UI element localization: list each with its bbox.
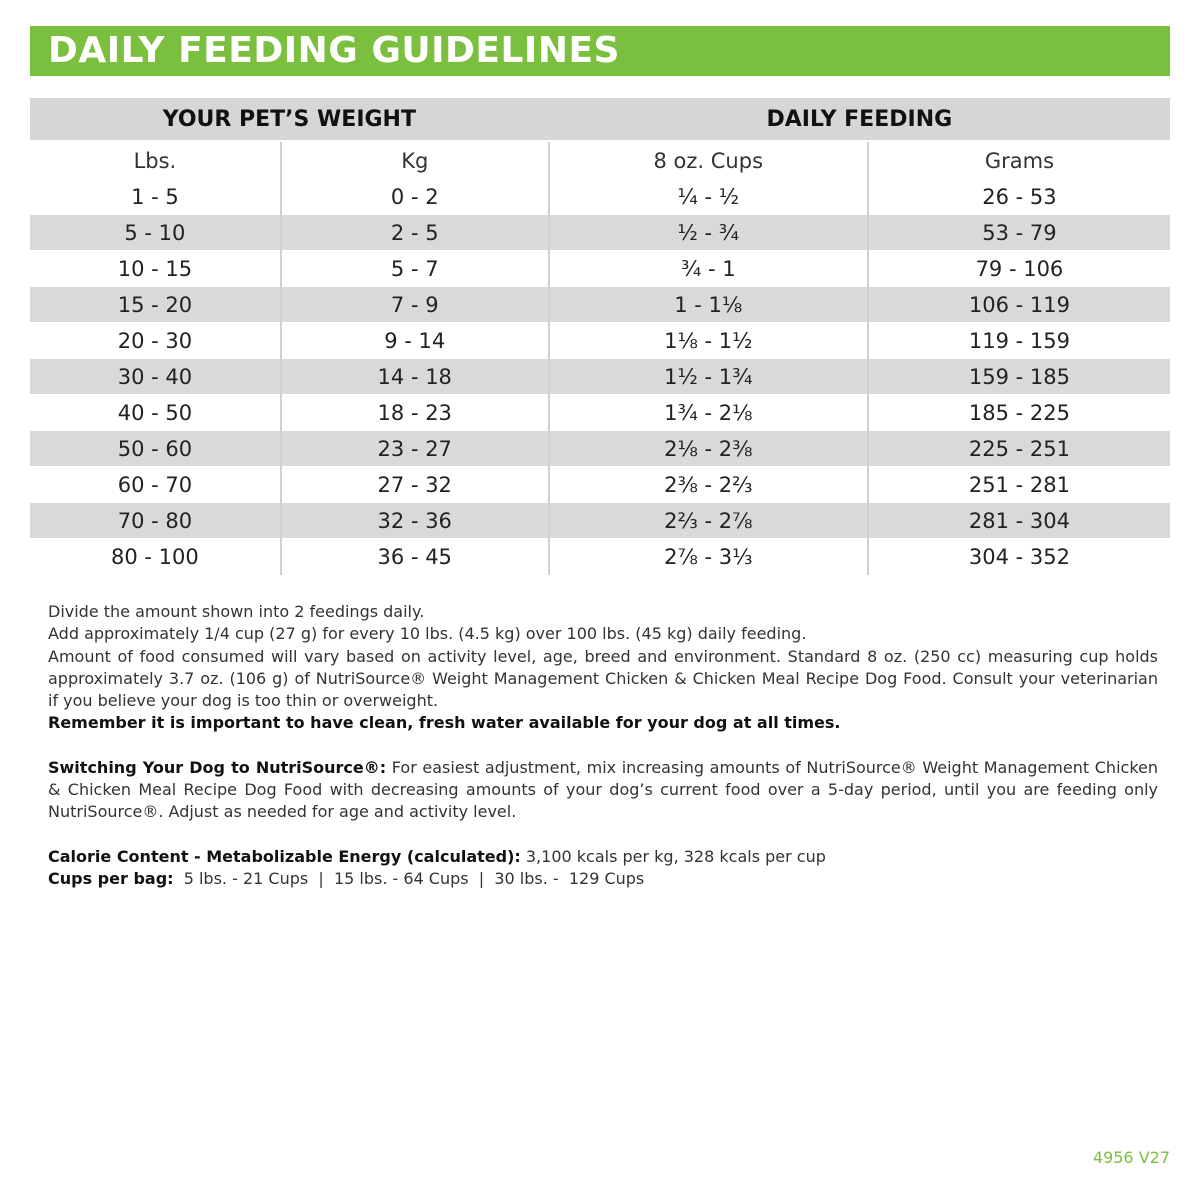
grams-cell: 304 - 352	[866, 538, 1170, 575]
lbs-cell: 60 - 70	[30, 466, 281, 503]
switching-text: For easiest adjustment, mix increasing a…	[48, 757, 1158, 822]
lbs-cell: 10 - 15	[30, 250, 281, 287]
grams-cell: 79 - 106	[866, 250, 1170, 287]
table-row: 80 - 100 36 - 45 2⅞ - 3⅓ 304 - 352	[30, 538, 1170, 575]
feeding-table: YOUR PET’S WEIGHT DAILY FEEDING Lbs. Kg …	[30, 98, 1170, 575]
cups-cell: 1 - 1⅛	[547, 286, 868, 323]
note-cups: Cups per bag: 5 lbs. - 21 Cups | 15 lbs.…	[48, 868, 1158, 890]
cups-cell: ¼ - ½	[547, 179, 868, 215]
kg-cell: 14 - 18	[279, 358, 549, 395]
column-header-lbs: Lbs.	[133, 148, 177, 173]
table-row: 60 - 70 27 - 32 2⅜ - 2⅔ 251 - 281	[30, 466, 1170, 503]
note-amount: Amount of food consumed will vary based …	[48, 646, 1158, 711]
grams-cell: 26 - 53	[866, 179, 1170, 215]
note-divide: Divide the amount shown into 2 feedings …	[48, 602, 425, 621]
note-switching: Switching Your Dog to NutriSource®: For …	[48, 757, 1158, 824]
table-row: 30 - 40 14 - 18 1½ - 1¾ 159 - 185	[30, 358, 1170, 395]
grams-cell: 119 - 159	[866, 322, 1170, 359]
lbs-cell: 5 - 10	[30, 214, 281, 251]
kg-cell: 18 - 23	[279, 394, 549, 431]
table-row: 70 - 80 32 - 36 2⅔ - 2⅞ 281 - 304	[30, 502, 1170, 539]
notes: Divide the amount shown into 2 feedings …	[48, 601, 1158, 890]
cups-cell: 1½ - 1¾	[547, 358, 868, 395]
product-code: 4956 V27	[1092, 1148, 1170, 1167]
lbs-cell: 15 - 20	[30, 286, 281, 323]
column-header-row: Lbs. Kg 8 oz. Cups Grams	[30, 141, 1170, 179]
kg-cell: 0 - 2	[279, 179, 549, 215]
kg-cell: 2 - 5	[279, 214, 549, 251]
cups-cell: 2⅜ - 2⅔	[547, 466, 868, 503]
column-header-kg: Kg	[279, 141, 549, 179]
kg-cell: 32 - 36	[279, 502, 549, 539]
calorie-text: 3,100 kcals per kg, 328 kcals per cup	[520, 846, 826, 866]
group-header-feeding: DAILY FEEDING	[548, 98, 1170, 142]
table-row: 20 - 30 9 - 14 1⅛ - 1½ 119 - 159	[30, 322, 1170, 359]
note-water: Remember it is important to have clean, …	[48, 713, 841, 733]
grams-cell: 281 - 304	[866, 502, 1170, 539]
grams-cell: 53 - 79	[866, 214, 1170, 251]
kg-cell: 5 - 7	[279, 250, 549, 287]
calorie-label: Calorie Content - Metabolizable Energy (…	[48, 846, 521, 866]
lbs-cell: 40 - 50	[30, 394, 281, 431]
switching-label: Switching Your Dog to NutriSource®:	[48, 757, 387, 777]
lbs-cell: 50 - 60	[30, 430, 281, 467]
group-header-weight: YOUR PET’S WEIGHT	[30, 98, 549, 142]
cups-cell: 2⅔ - 2⅞	[547, 502, 868, 539]
lbs-cell: 30 - 40	[30, 358, 281, 395]
kg-cell: 27 - 32	[279, 466, 549, 503]
cups-label: Cups per bag:	[48, 868, 174, 888]
note-calorie: Calorie Content - Metabolizable Energy (…	[48, 846, 1158, 868]
note-add: Add approximately 1/4 cup (27 g) for eve…	[48, 624, 807, 644]
kg-cell: 23 - 27	[279, 430, 549, 467]
kg-cell: 36 - 45	[279, 538, 549, 575]
cups-cell: 2⅛ - 2⅜	[547, 430, 868, 467]
cups-cell: ½ - ¾	[547, 214, 868, 251]
lbs-cell: 1 - 5	[30, 179, 281, 215]
column-header-grams: Grams	[866, 141, 1170, 179]
lbs-cell: 80 - 100	[30, 538, 281, 575]
grams-cell: 159 - 185	[866, 358, 1170, 395]
grams-cell: 106 - 119	[866, 286, 1170, 323]
lbs-cell: 20 - 30	[30, 322, 281, 359]
cups-cell: 2⅞ - 3⅓	[547, 538, 868, 575]
lbs-cell: 70 - 80	[30, 502, 281, 539]
table-row: 50 - 60 23 - 27 2⅛ - 2⅜ 225 - 251	[30, 430, 1170, 467]
title-banner: DAILY FEEDING GUIDELINES	[30, 26, 1170, 76]
grams-cell: 225 - 251	[866, 430, 1170, 467]
cups-text: 5 lbs. - 21 Cups | 15 lbs. - 64 Cups | 3…	[173, 868, 645, 888]
table-row: 40 - 50 18 - 23 1¾ - 2⅛ 185 - 225	[30, 394, 1170, 431]
page-title: DAILY FEEDING GUIDELINES	[48, 30, 620, 71]
cups-cell: ¾ - 1	[547, 250, 868, 287]
kg-cell: 9 - 14	[279, 322, 549, 359]
grams-cell: 251 - 281	[866, 466, 1170, 503]
column-header-cups: 8 oz. Cups	[547, 141, 868, 179]
cups-cell: 1¾ - 2⅛	[547, 394, 868, 431]
cups-cell: 1⅛ - 1½	[547, 322, 868, 359]
kg-cell: 7 - 9	[279, 286, 549, 323]
grams-cell: 185 - 225	[866, 394, 1170, 431]
